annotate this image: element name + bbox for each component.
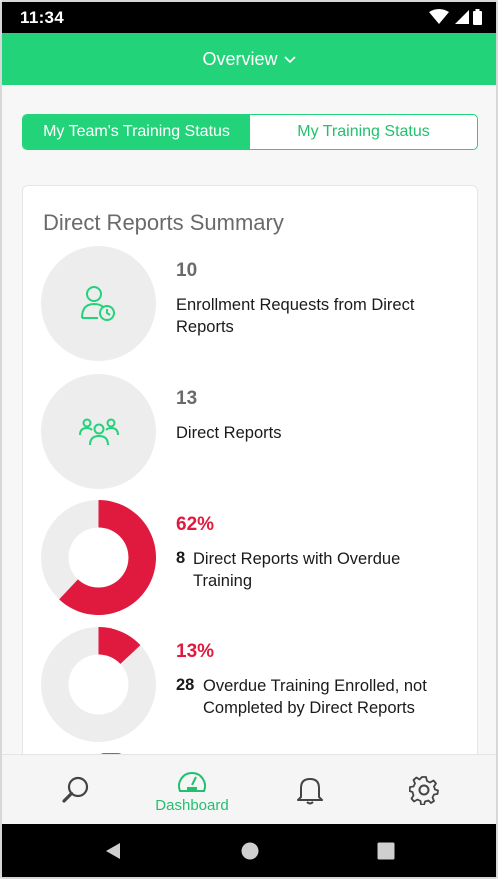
direct-reports-count: 13 (176, 388, 198, 409)
direct-reports-summary-card: Direct Reports Summary 10 Enrollment Req… (22, 185, 478, 787)
battery-icon (473, 9, 482, 25)
overdue-direct-reports-percent: 62% (176, 514, 215, 535)
overdue-direct-reports-donut (41, 500, 156, 615)
direct-reports-row[interactable]: 13 Direct Reports (41, 374, 461, 494)
nav-settings[interactable] (404, 755, 444, 825)
training-status-tabs: My Team's Training Status My Training St… (22, 114, 478, 150)
home-icon[interactable] (241, 842, 259, 860)
enrollment-requests-label: Enrollment Requests from Direct Reports (176, 296, 415, 336)
user-clock-icon (80, 285, 115, 321)
direct-reports-icon-circle (41, 374, 156, 489)
nav-search[interactable] (54, 755, 98, 825)
tab-team-training-status[interactable]: My Team's Training Status (23, 115, 250, 149)
enrollment-icon-circle (41, 246, 156, 361)
app-bar[interactable]: Overview (2, 33, 496, 85)
recents-icon[interactable] (377, 842, 395, 860)
status-bar: 11:34 (2, 2, 496, 33)
overdue-training-row[interactable]: 62% 8 Direct Reports with Overdue Traini… (41, 500, 461, 620)
gear-icon[interactable] (409, 775, 439, 805)
nav-dashboard[interactable]: Dashboard (142, 755, 242, 825)
system-nav-bar (2, 824, 496, 877)
overdue-enrolled-percent: 13% (176, 641, 215, 662)
status-time: 11:34 (20, 8, 65, 27)
search-icon[interactable] (61, 775, 91, 805)
group-icon (78, 418, 119, 445)
wifi-icon (429, 9, 449, 24)
overdue-enrolled-count: 28 (176, 676, 195, 694)
overdue-enrolled-row[interactable]: 13% 28 Overdue Training Enrolled, not Co… (41, 627, 461, 747)
signal-icon (455, 10, 469, 24)
overdue-direct-reports-count: 8 (176, 549, 186, 567)
back-icon[interactable] (104, 842, 122, 860)
overdue-direct-reports-label: Direct Reports with Overdue Training (193, 550, 401, 590)
bottom-nav: Dashboard (2, 754, 496, 825)
status-icons (429, 9, 482, 25)
card-title: Direct Reports Summary (43, 210, 284, 235)
page-title[interactable]: Overview (202, 48, 278, 69)
nav-dashboard-label[interactable]: Dashboard (155, 796, 229, 814)
bell-icon[interactable] (297, 775, 323, 805)
tab-my-training-status[interactable]: My Training Status (297, 123, 430, 140)
chevron-down-icon[interactable] (283, 56, 296, 64)
direct-reports-label: Direct Reports (176, 424, 282, 442)
nav-notifications[interactable] (290, 755, 330, 825)
enrollment-requests-row[interactable]: 10 Enrollment Requests from Direct Repor… (41, 246, 461, 366)
enrollment-requests-count: 10 (176, 260, 198, 281)
dashboard-gauge-icon[interactable] (176, 767, 208, 795)
overdue-enrolled-donut (41, 627, 156, 742)
overdue-enrolled-label: Overdue Training Enrolled, not Completed… (203, 677, 427, 717)
